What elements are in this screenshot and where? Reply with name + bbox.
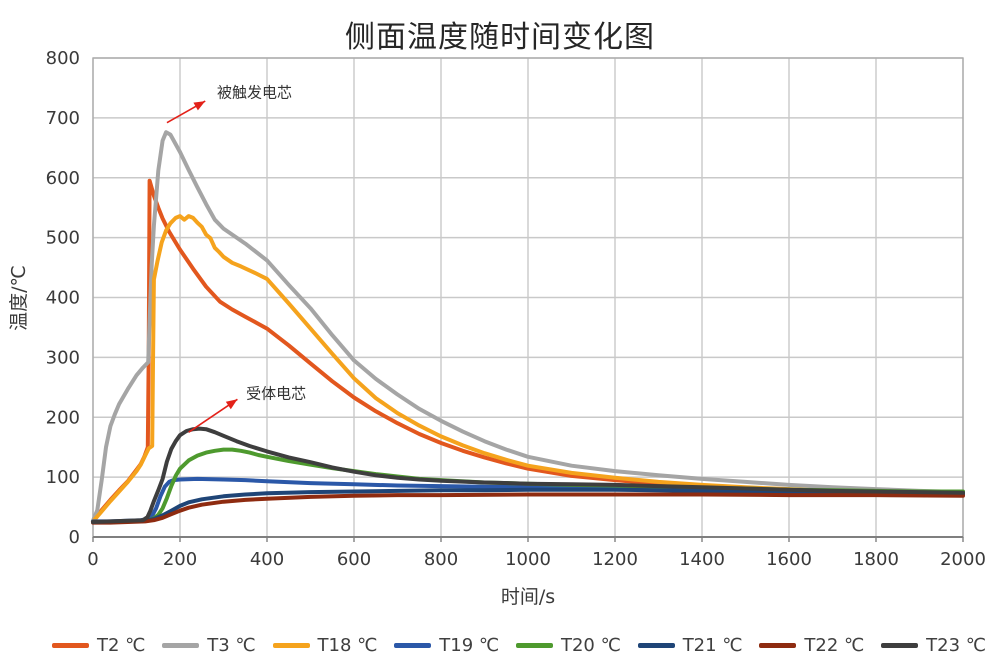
x-tick-label: 1000 — [505, 549, 551, 570]
legend-item-t20: T20 ℃ — [515, 634, 621, 656]
legend-label: T23 ℃ — [926, 634, 986, 656]
y-tick-label: 400 — [46, 288, 80, 309]
legend-swatch — [881, 642, 919, 648]
y-tick-label: 300 — [46, 347, 80, 368]
chart-title: 侧面温度随时间变化图 — [345, 20, 655, 55]
legend: T2 ℃ T3 ℃ T18 ℃ T19 ℃ T20 ℃ T21 ℃ T22 ℃ T23 ℃ — [52, 630, 986, 660]
y-tick-label: 700 — [46, 108, 80, 129]
x-tick-label: 1600 — [766, 549, 812, 570]
legend-item-t18: T18 ℃ — [272, 634, 378, 656]
x-tick-label: 1200 — [592, 549, 638, 570]
x-tick-label: 600 — [337, 549, 371, 570]
y-tick-label: 0 — [69, 527, 80, 548]
x-tick-label: 1400 — [679, 549, 725, 570]
x-tick-label: 1800 — [853, 549, 899, 570]
legend-label: T21 ℃ — [682, 634, 743, 656]
legend-item-t21: T21 ℃ — [637, 634, 743, 656]
x-tick-label: 2000 — [940, 549, 986, 570]
annotation-label-1: 受体电芯 — [246, 384, 306, 402]
y-tick-label: 200 — [46, 407, 80, 428]
legend-label: T2 ℃ — [97, 634, 146, 656]
series-line-t22 — [91, 492, 965, 525]
legend-swatch — [394, 642, 432, 648]
y-axis-label: 温度/℃ — [8, 265, 30, 331]
series-lines — [91, 130, 965, 525]
y-tick-label: 500 — [46, 228, 80, 249]
x-axis-label: 时间/s — [501, 586, 555, 608]
legend-swatch — [52, 642, 89, 648]
legend-item-t19: T19 ℃ — [394, 635, 499, 656]
legend-swatch — [515, 642, 553, 648]
legend-label: T20 ℃ — [560, 634, 621, 656]
annotation-arrowhead — [225, 399, 238, 410]
series-line-t23 — [91, 426, 965, 524]
legend-label: T18 ℃ — [317, 634, 378, 656]
y-tick-label: 800 — [46, 48, 80, 69]
legend-swatch — [637, 642, 675, 648]
legend-label: T3 ℃ — [207, 634, 256, 656]
legend-item-t23: T23 ℃ — [881, 635, 986, 656]
legend-item-t2: T2 ℃ — [52, 635, 145, 656]
legend-swatch — [759, 642, 797, 648]
legend-item-t3: T3 ℃ — [162, 634, 256, 656]
series-line-t3 — [91, 130, 965, 523]
annotation-arrowhead — [193, 101, 206, 111]
y-tick-label: 100 — [46, 467, 80, 488]
x-tick-label: 200 — [163, 549, 197, 570]
x-tick-label: 0 — [87, 549, 98, 570]
x-tick-label: 800 — [424, 549, 458, 570]
annotation-label-0: 被触发电芯 — [217, 84, 292, 102]
x-tick-label: 400 — [250, 549, 284, 570]
legend-label: T19 ℃ — [439, 634, 500, 656]
y-tick-label: 600 — [46, 168, 80, 189]
gridlines — [92, 57, 964, 538]
legend-item-t22: T22 ℃ — [759, 635, 864, 656]
legend-label: T22 ℃ — [804, 634, 865, 656]
axis-ticks: 0 200 400 600 800 1000 1200 1400 1600 1800 2000 0 10… — [46, 48, 986, 570]
legend-swatch — [272, 642, 310, 648]
legend-swatch — [162, 642, 200, 648]
series-line-t18 — [91, 214, 965, 524]
